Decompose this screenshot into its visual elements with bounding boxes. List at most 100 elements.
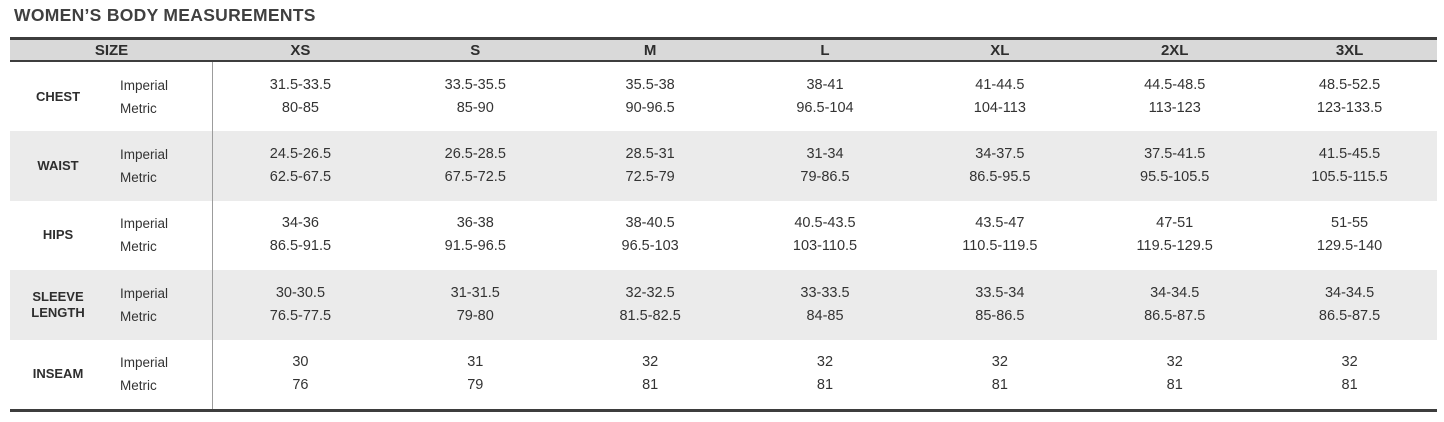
unit-metric-label: Metric: [120, 239, 157, 255]
measurement-cell: 34-37.5 86.5-95.5: [912, 131, 1087, 200]
measurement-cell: 31 79: [388, 340, 563, 409]
metric-value: 90-96.5: [625, 99, 675, 116]
unit-labels-cell: Imperial Metric: [106, 200, 213, 271]
column-header-m: M: [643, 41, 657, 59]
metric-value: 79: [467, 377, 484, 394]
measurement-cell: 24.5-26.5 62.5-67.5: [213, 131, 388, 200]
metric-value: 80-85: [281, 99, 319, 116]
measurement-cell: 41-44.5 104-113: [912, 62, 1087, 131]
metric-value: 86.5-87.5: [1144, 307, 1206, 324]
imperial-value: 24.5-26.5: [269, 146, 332, 163]
metric-value: 96.5-103: [621, 238, 679, 255]
measurement-cell: 30-30.5 76.5-77.5: [213, 270, 388, 339]
row-label: SLEEVE LENGTH: [31, 288, 85, 320]
metric-value: 103-110.5: [792, 238, 858, 255]
imperial-value: 31: [467, 354, 484, 371]
metric-value: 129.5-140: [1316, 238, 1383, 255]
unit-imperial-label: Imperial: [120, 77, 169, 93]
unit-metric-label: Metric: [120, 100, 157, 116]
measurement-cell: 35.5-38 90-96.5: [563, 62, 738, 131]
imperial-value: 43.5-47: [975, 215, 1025, 232]
metric-value: 81: [1166, 377, 1183, 394]
measurement-cell: 33.5-35.5 85-90: [388, 62, 563, 131]
metric-value: 76.5-77.5: [269, 307, 332, 324]
imperial-value: 32: [816, 354, 834, 371]
imperial-value: 30: [292, 354, 309, 371]
measurement-cell: 41.5-45.5 105.5-115.5: [1262, 131, 1437, 200]
imperial-value: 32: [991, 354, 1008, 371]
imperial-value: 34-36: [281, 215, 319, 232]
unit-imperial-label: Imperial: [120, 285, 169, 301]
unit-labels-cell: Imperial Metric: [106, 339, 213, 409]
measurement-cell: 32 81: [1087, 340, 1262, 409]
column-header-s: S: [470, 41, 481, 59]
row-label: INSEAM: [32, 366, 84, 382]
measurement-cell: 34-36 86.5-91.5: [213, 201, 388, 270]
metric-value: 67.5-72.5: [444, 169, 506, 186]
metric-value: 91.5-96.5: [444, 238, 506, 255]
metric-value: 86.5-91.5: [269, 238, 332, 255]
metric-value: 86.5-87.5: [1318, 307, 1381, 324]
measurement-cell: 38-40.5 96.5-103: [563, 201, 738, 270]
measurement-cell: 51-55 129.5-140: [1262, 201, 1437, 270]
imperial-value: 41-44.5: [975, 76, 1025, 93]
imperial-value: 47-51: [1156, 215, 1194, 232]
metric-value: 79-80: [456, 307, 494, 324]
metric-value: 119.5-129.5: [1136, 238, 1213, 255]
size-chart-table: SIZE XS S M L XL 2XL 3XL CHEST Imperial Metric 31.…: [10, 37, 1437, 412]
imperial-value: 30-30.5: [275, 284, 326, 301]
imperial-value: 33.5-34: [975, 284, 1025, 301]
measurement-cell: 48.5-52.5 123-133.5: [1262, 62, 1437, 131]
imperial-value: 33.5-35.5: [444, 76, 506, 93]
measurement-cell: 38-41 96.5-104: [738, 62, 913, 131]
imperial-value: 32-32.5: [625, 284, 675, 301]
metric-value: 85-90: [456, 99, 494, 116]
imperial-value: 41.5-45.5: [1318, 146, 1381, 163]
measurement-cell: 43.5-47 110.5-119.5: [912, 201, 1087, 270]
column-header-xl: XL: [990, 41, 1010, 59]
imperial-value: 32: [1341, 354, 1358, 371]
column-header-3xl: 3XL: [1335, 41, 1364, 59]
size-chart-header-row: SIZE XS S M L XL 2XL 3XL: [10, 37, 1437, 62]
measurement-cell: 32 81: [738, 340, 913, 409]
metric-value: 81: [991, 377, 1008, 394]
measurement-cell: 26.5-28.5 67.5-72.5: [388, 131, 563, 200]
unit-labels-cell: Imperial Metric: [106, 62, 213, 132]
table-row-hips: HIPS Imperial Metric 34-36 86.5-91.5 36-38 91.…: [10, 200, 1437, 271]
metric-value: 62.5-67.5: [269, 169, 332, 186]
table-row-sleeve-length: SLEEVE LENGTH Imperial Metric 30-30.5 76.5-7…: [10, 270, 1437, 340]
metric-value: 81: [816, 377, 834, 394]
measurement-cell: 31-31.5 79-80: [388, 270, 563, 339]
imperial-value: 37.5-41.5: [1144, 146, 1206, 163]
imperial-value: 34-37.5: [975, 146, 1025, 163]
imperial-value: 32: [642, 354, 659, 371]
unit-metric-label: Metric: [120, 308, 157, 324]
measurement-cell: 32-32.5 81.5-82.5: [563, 270, 738, 339]
measurement-cell: 33.5-34 85-86.5: [912, 270, 1087, 339]
measurement-cell: 28.5-31 72.5-79: [563, 131, 738, 200]
imperial-value: 48.5-52.5: [1318, 76, 1381, 93]
metric-value: 110.5-119.5: [962, 238, 1038, 255]
imperial-value: 40.5-43.5: [794, 215, 856, 232]
metric-value: 123-133.5: [1316, 99, 1383, 116]
metric-value: 104-113: [973, 99, 1026, 116]
imperial-value: 33-33.5: [800, 284, 850, 301]
imperial-value: 34-34.5: [1324, 284, 1375, 301]
imperial-value: 51-55: [1331, 215, 1369, 232]
measurement-cell: 47-51 119.5-129.5: [1087, 201, 1262, 270]
metric-value: 96.5-104: [796, 99, 854, 116]
unit-imperial-label: Imperial: [120, 355, 169, 371]
metric-value: 105.5-115.5: [1311, 169, 1388, 186]
imperial-value: 44.5-48.5: [1144, 76, 1206, 93]
column-header-xs: XS: [290, 41, 311, 59]
measurement-cell: 32 81: [1262, 340, 1437, 409]
unit-imperial-label: Imperial: [120, 216, 169, 232]
metric-value: 81: [642, 377, 659, 394]
size-chart-body: CHEST Imperial Metric 31.5-33.5 80-85 33.5-35…: [10, 62, 1437, 409]
measurement-cell: 36-38 91.5-96.5: [388, 201, 563, 270]
measurement-cell: 34-34.5 86.5-87.5: [1262, 270, 1437, 339]
metric-value: 79-86.5: [800, 169, 850, 186]
unit-metric-label: Metric: [120, 170, 157, 186]
imperial-value: 26.5-28.5: [444, 146, 506, 163]
metric-value: 113-123: [1148, 99, 1201, 116]
